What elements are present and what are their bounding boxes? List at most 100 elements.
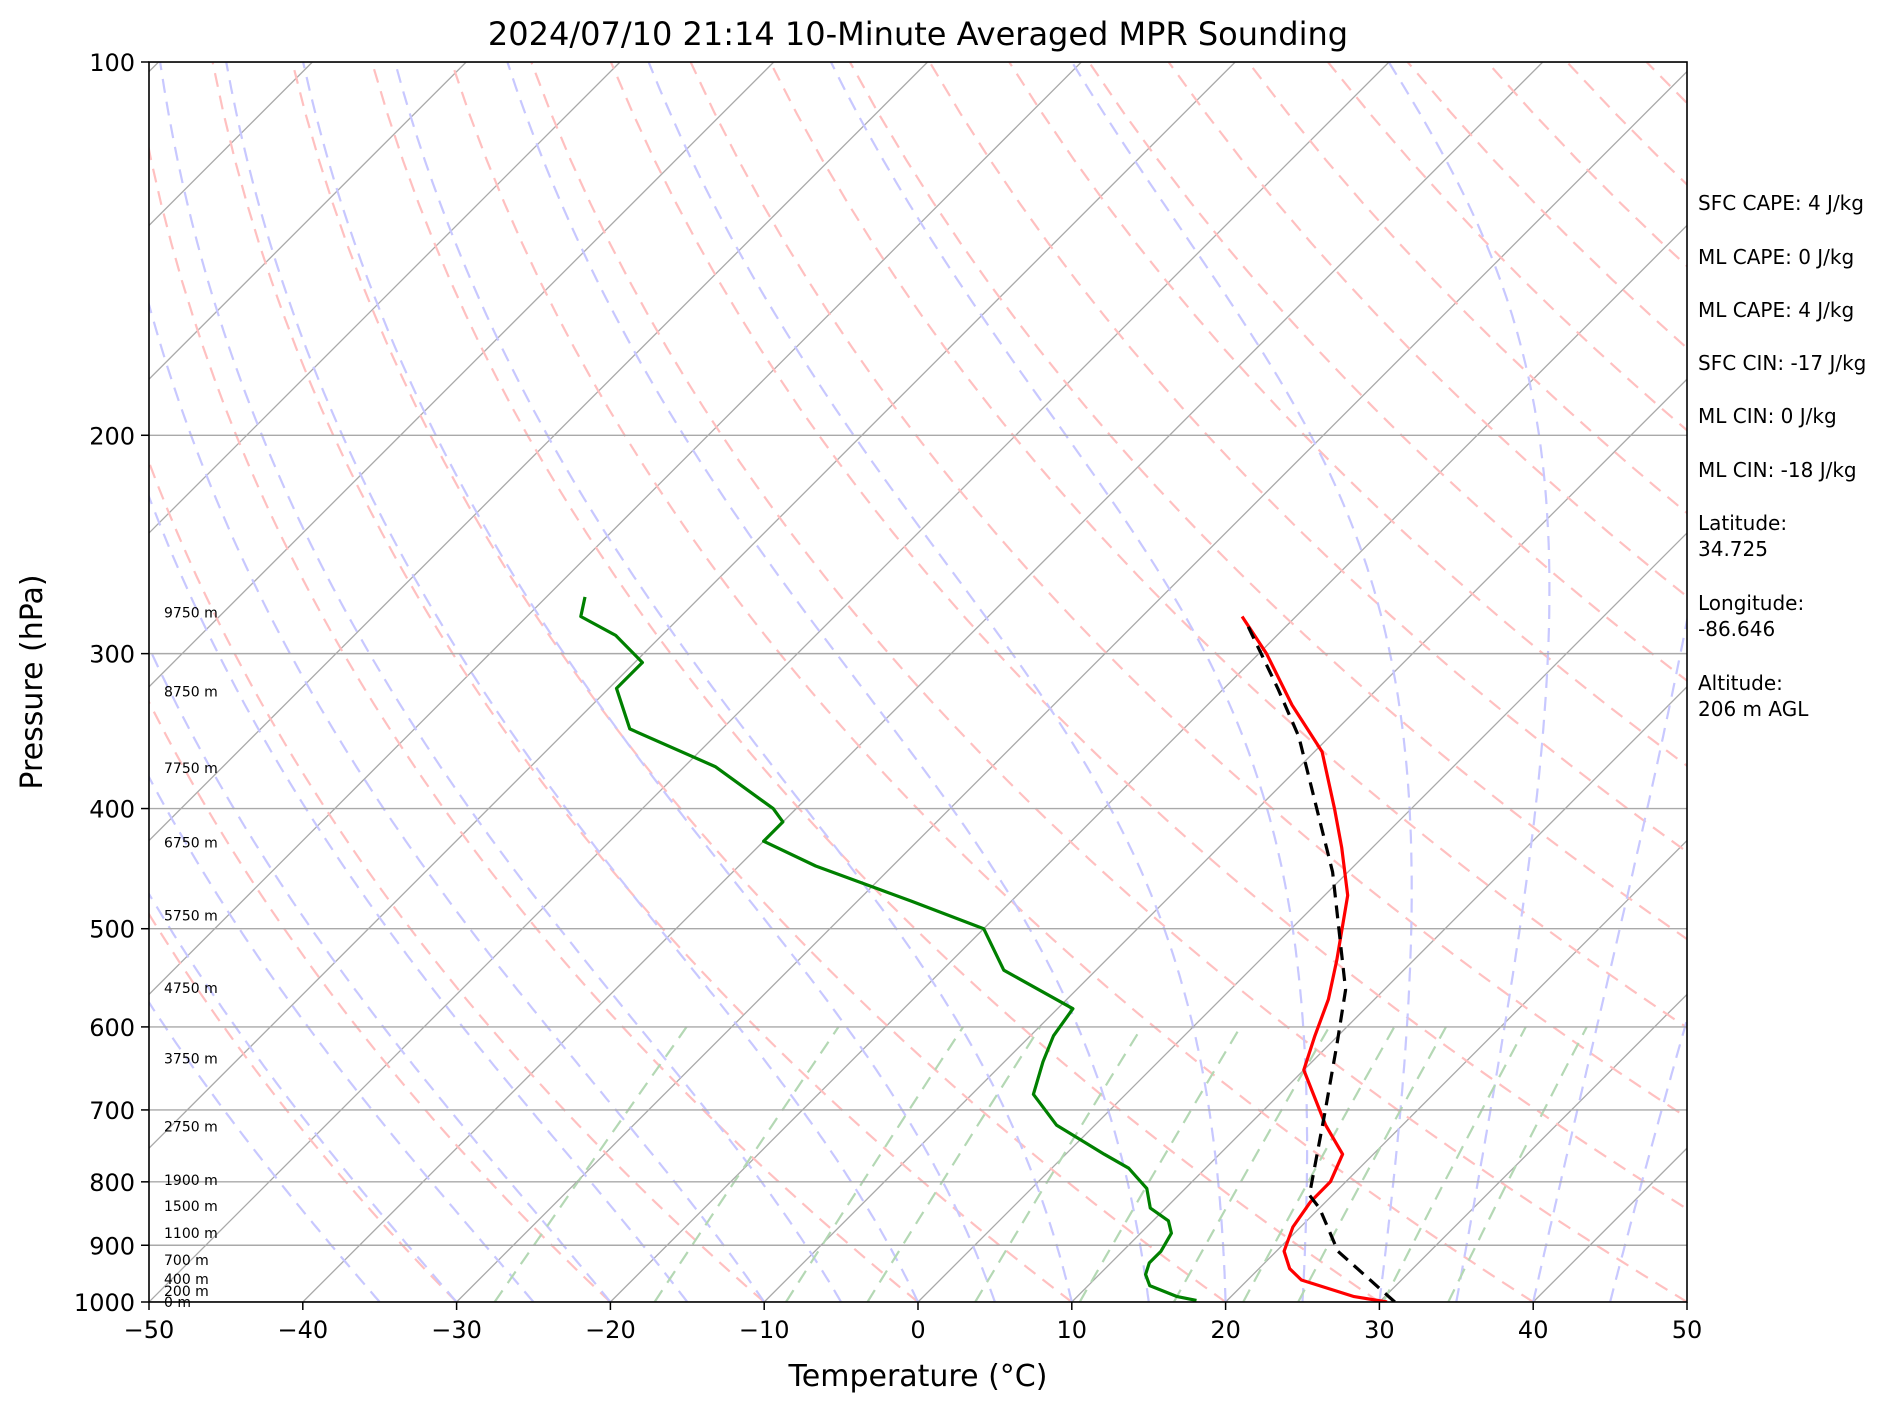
isotherm-line (149, 62, 1236, 1150)
longitude-label: Longitude: (1698, 591, 1804, 615)
isotherm-line (1071, 685, 1687, 1302)
x-tick-label: 30 (1364, 1316, 1395, 1344)
moist-adiabat-line (506, 62, 1150, 1302)
dry-adiabat-line (149, 699, 612, 1302)
y-tick-label: 500 (89, 916, 135, 944)
dry-adiabat-line (928, 62, 1687, 854)
height-label: 0 m (164, 1295, 191, 1311)
y-tick-label: 200 (89, 422, 135, 450)
isotherm-line (609, 224, 1687, 1302)
height-label: 3750 m (164, 1051, 218, 1067)
sfc-cin-text: SFC CIN: -17 J/kg (1698, 351, 1866, 375)
background-lines (0, 62, 1687, 1302)
y-tick-label: 700 (89, 1097, 135, 1125)
dry-adiabat-line (450, 62, 1534, 1302)
latitude-label: Latitude: (1698, 511, 1787, 535)
x-tick-label: −10 (739, 1316, 790, 1344)
height-label: 6750 m (164, 835, 218, 851)
isotherm-line (0, 62, 5, 1302)
moist-adiabat-line (647, 62, 1227, 1302)
height-label: 5750 m (164, 909, 218, 925)
dry-adiabat-line (530, 62, 1687, 1302)
dry-adiabat-line (848, 62, 1687, 941)
y-tick-label: 300 (89, 641, 135, 669)
height-label: 1100 m (164, 1226, 218, 1242)
plot-area (149, 62, 1687, 1302)
temperature-profile-line (1240, 615, 1388, 1302)
chart-title: 2024/07/10 21:14 10-Minute Averaged MPR … (488, 15, 1348, 53)
x-tick-label: −20 (585, 1316, 636, 1344)
isotherm-line (1378, 993, 1687, 1302)
height-label: 4750 m (164, 981, 218, 997)
height-label: 700 m (164, 1253, 209, 1269)
latitude-value: 34.725 (1698, 537, 1768, 561)
pressure-gridlines (149, 62, 1687, 1302)
ml-cin-text: ML CIN: 0 J/kg (1698, 404, 1837, 428)
altitude-label: Altitude: (1698, 671, 1783, 695)
sounding-info-panel: SFC CAPE: 4 J/kg ML CAPE: 0 J/kg ML CAPE… (1698, 191, 1866, 721)
moist-adiabat-line (149, 644, 612, 1302)
x-tick-label: 40 (1518, 1316, 1549, 1344)
dry-adiabat-line (769, 62, 1687, 1029)
moist-adiabat-line (159, 62, 843, 1302)
dry-adiabat-line (149, 144, 919, 1302)
y-tick-label: 800 (89, 1169, 135, 1197)
y-tick-label: 1000 (74, 1289, 135, 1317)
y-tick-label: 900 (89, 1232, 135, 1260)
moist-adiabat-line (1070, 62, 1413, 1302)
height-label: 2750 m (164, 1120, 218, 1136)
altitude-value: 206 m AGL (1698, 697, 1809, 721)
moist-adiabat-line (1387, 62, 1551, 1302)
dry-adiabat-line (211, 62, 1073, 1302)
x-tick-label: −50 (124, 1316, 175, 1344)
y-tick-label: 600 (89, 1014, 135, 1042)
isotherm-line (763, 378, 1687, 1302)
isotherm-line (917, 532, 1687, 1302)
moist-adiabat-line (149, 493, 689, 1302)
ml-cape-text-2: ML CAPE: 4 J/kg (1698, 298, 1854, 322)
moist-adiabat-line (393, 62, 1073, 1302)
x-tick-label: 0 (910, 1316, 925, 1344)
moist-adiabat-line (225, 62, 919, 1302)
y-tick-label: 100 (89, 49, 135, 77)
ml-cin-text-2: ML CIN: -18 J/kg (1698, 458, 1857, 482)
isotherm-line (149, 62, 775, 688)
y-axis-label: Pressure (hPa) (15, 574, 50, 789)
height-label: 7750 m (164, 761, 218, 777)
sfc-cape-text: SFC CAPE: 4 J/kg (1698, 191, 1864, 215)
moist-adiabat-line (1532, 614, 1687, 1302)
isotherm-line (149, 62, 467, 381)
isotherm-line (149, 62, 621, 534)
dry-adiabat-line (370, 62, 1381, 1302)
isotherm-line (149, 62, 1390, 1302)
dry-adiabat-line (689, 62, 1687, 1119)
moist-adiabat-line (829, 62, 1309, 1302)
moist-adiabat-line (149, 891, 458, 1302)
x-tick-label: 50 (1672, 1316, 1703, 1344)
dry-adiabat-line (149, 459, 765, 1302)
profile-lines (579, 596, 1396, 1302)
dewpoint-profile-line (579, 596, 1197, 1302)
parcel-path-line (1246, 625, 1396, 1302)
height-label: 1500 m (164, 1199, 218, 1215)
height-label: 400 m (164, 1272, 209, 1288)
dry-adiabat-line (609, 62, 1687, 1211)
isotherm-line (149, 62, 929, 842)
isotherm-line (149, 62, 1082, 996)
x-tick-label: −40 (277, 1316, 328, 1344)
height-label: 9750 m (164, 606, 218, 622)
height-label: 1900 m (164, 1173, 218, 1189)
x-tick-label: −30 (431, 1316, 482, 1344)
longitude-value: -86.646 (1698, 617, 1775, 641)
x-tick-label: 10 (1057, 1316, 1088, 1344)
isotherm-line (1225, 839, 1687, 1302)
x-tick-label: 20 (1210, 1316, 1241, 1344)
x-axis-label: Temperature (°C) (788, 1359, 1048, 1394)
isotherm-line (456, 70, 1687, 1302)
height-label: 200 m (164, 1284, 209, 1300)
y-tick-label: 400 (89, 796, 135, 824)
y-axis: 100 200 300 400 500 600 700 800 900 1000 (74, 49, 149, 1317)
x-axis: −50 −40 −30 −20 −10 0 10 20 30 40 50 (124, 1302, 1703, 1344)
